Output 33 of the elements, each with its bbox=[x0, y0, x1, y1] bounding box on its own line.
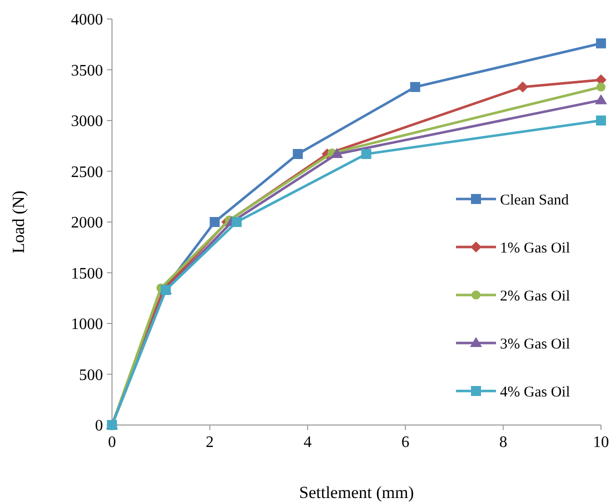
point bbox=[232, 217, 242, 227]
y-tick-label: 3000 bbox=[71, 113, 103, 130]
y-tick-label: 0 bbox=[95, 418, 103, 435]
point bbox=[292, 148, 303, 159]
point bbox=[210, 217, 220, 227]
x-tick-label: 8 bbox=[499, 434, 508, 451]
point bbox=[596, 38, 606, 48]
y-axis-title: Load (N) bbox=[9, 190, 28, 254]
legend-label: 2% Gas Oil bbox=[500, 288, 570, 304]
x-tick-label: 0 bbox=[108, 434, 116, 451]
legend-label: 3% Gas Oil bbox=[500, 336, 570, 352]
y-tick-label: 2500 bbox=[71, 164, 103, 181]
y-tick-label: 1500 bbox=[71, 265, 103, 282]
point bbox=[596, 116, 606, 126]
x-tick-label: 2 bbox=[206, 434, 214, 451]
y-tick-label: 3500 bbox=[71, 62, 103, 80]
point bbox=[595, 94, 607, 104]
point bbox=[517, 82, 528, 93]
x-tick-label: 6 bbox=[401, 434, 410, 451]
point bbox=[410, 82, 420, 92]
y-tick-label: 4000 bbox=[71, 12, 103, 29]
point bbox=[596, 82, 606, 92]
x-tick-label: 4 bbox=[304, 434, 312, 451]
y-tick-label: 1000 bbox=[71, 316, 103, 334]
y-tick-label: 500 bbox=[79, 366, 103, 384]
legend-label: 4% Gas Oil bbox=[500, 384, 570, 400]
x-tick-label: 10 bbox=[593, 434, 609, 451]
point bbox=[330, 148, 343, 158]
point bbox=[361, 148, 372, 159]
legend-label: Clean Sand bbox=[500, 192, 570, 208]
y-tick-label: 2000 bbox=[71, 214, 103, 232]
x-axis-title: Settlement (mm) bbox=[299, 483, 414, 502]
legend-label: 1% Gas Oil bbox=[500, 240, 570, 256]
